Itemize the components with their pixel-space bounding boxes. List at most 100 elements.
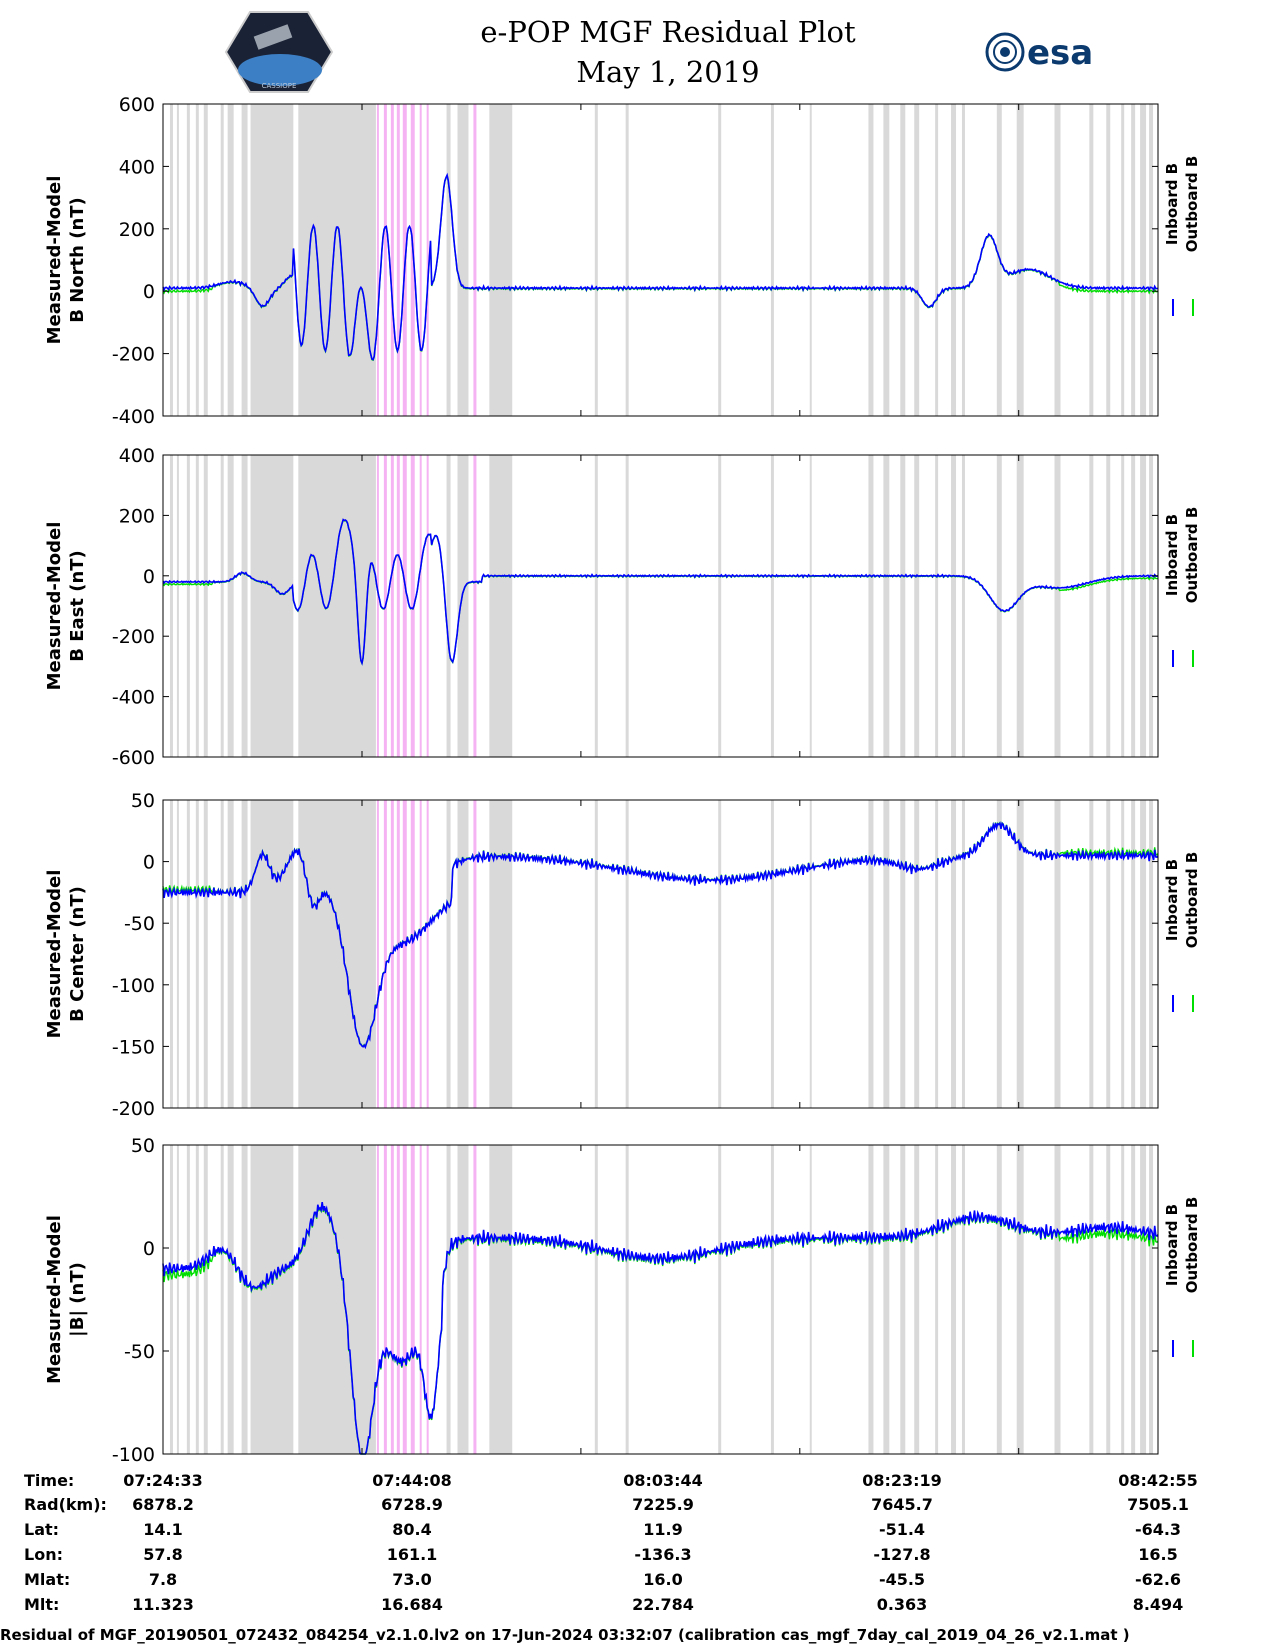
data-gap-band <box>868 800 874 1108</box>
data-gap-band <box>169 104 173 416</box>
event-band <box>410 455 415 757</box>
y-axis-label: B East (nT) <box>67 550 88 662</box>
data-gap-band <box>446 800 451 1108</box>
data-gap-band <box>718 800 722 1108</box>
event-band <box>473 455 477 757</box>
panel-b-center: 50 0 -50 -100 -150 -200 Measured-Model B Center… <box>44 790 1201 1120</box>
data-gap-band <box>900 455 906 757</box>
data-gap-band <box>1140 800 1147 1108</box>
data-gap-band <box>883 455 890 757</box>
data-gap-band <box>1149 455 1154 757</box>
data-gap-band <box>809 104 812 416</box>
y-axis-label: Measured-Model <box>44 1215 65 1384</box>
data-gap-band <box>250 104 294 416</box>
data-gap-band <box>1149 104 1154 416</box>
data-gap-band <box>935 1145 939 1454</box>
data-gap-band <box>227 455 234 757</box>
data-gap-band <box>169 455 173 757</box>
data-gap-band <box>625 1145 629 1454</box>
y-tick-label: -150 <box>112 1036 155 1058</box>
y-tick-label: 0 <box>143 281 155 303</box>
data-gap-band <box>1149 1145 1154 1454</box>
legend-label: Outboard B <box>1183 156 1201 253</box>
data-gap-band <box>951 1145 957 1454</box>
event-band <box>383 104 387 416</box>
y-tick-label: 0 <box>143 566 155 588</box>
data-gap-band <box>298 455 376 757</box>
orbit-value: -62.6 <box>1135 1570 1181 1589</box>
data-gap-band <box>594 1145 598 1454</box>
data-gap-band <box>457 1145 469 1454</box>
y-tick-label: -200 <box>112 1098 155 1120</box>
data-gap-band <box>298 1145 376 1454</box>
data-gap-band <box>176 800 179 1108</box>
data-gap-band <box>809 1145 812 1454</box>
orbit-value: 11.9 <box>643 1520 682 1539</box>
orbit-value: 8.494 <box>1133 1595 1184 1614</box>
event-band <box>419 1145 422 1454</box>
orbit-value: -127.8 <box>873 1545 930 1564</box>
data-gap-band <box>770 455 774 757</box>
legend-label: Outboard B <box>1183 507 1201 604</box>
data-gap-band <box>227 104 234 416</box>
plot-frame <box>162 1144 1159 1455</box>
event-band <box>419 800 422 1108</box>
y-tick-label: 200 <box>119 219 155 241</box>
y-tick-label: -400 <box>112 687 155 709</box>
event-band <box>383 800 387 1108</box>
data-gap-band <box>1121 1145 1125 1454</box>
orbit-value: 57.8 <box>143 1545 182 1564</box>
data-gap-band <box>195 104 199 416</box>
data-gap-band <box>195 800 199 1108</box>
data-gap-band <box>996 455 1002 757</box>
data-gap-band <box>446 104 451 416</box>
event-band <box>383 1145 387 1454</box>
event-band <box>402 800 407 1108</box>
legend-label: Inboard B <box>1163 859 1181 941</box>
data-gap-band <box>809 455 812 757</box>
data-gap-band <box>1016 800 1024 1108</box>
data-gap-band <box>883 1145 890 1454</box>
orbit-row-label: Rad(km): <box>24 1495 107 1514</box>
y-tick-label: -600 <box>112 747 155 769</box>
event-band <box>376 104 379 416</box>
data-gap-band <box>900 1145 906 1454</box>
data-gap-band <box>961 104 965 416</box>
data-gap-band <box>489 104 513 416</box>
legend-label: Inboard B <box>1163 163 1181 245</box>
event-band <box>396 455 400 757</box>
event-band <box>419 455 422 757</box>
event-band <box>426 104 429 416</box>
event-band <box>402 1145 407 1454</box>
data-gap-band <box>1121 800 1125 1108</box>
data-gap-band <box>868 455 874 757</box>
orbit-value: 7225.9 <box>632 1495 694 1514</box>
data-gap-band <box>868 104 874 416</box>
orbit-value: 07:44:08 <box>372 1471 452 1490</box>
data-gap-band <box>298 104 376 416</box>
data-gap-band <box>718 455 722 757</box>
orbit-value: 161.1 <box>387 1545 438 1564</box>
legend: Inboard B Outboard B <box>1163 156 1201 316</box>
panel-b-north: 600 400 200 0 -200 -400 Measured-Model B North … <box>44 94 1201 428</box>
event-band <box>410 800 415 1108</box>
data-gap-band <box>996 800 1002 1108</box>
data-gap-band <box>900 104 906 416</box>
data-gap-band <box>594 104 598 416</box>
y-tick-label: -50 <box>124 1341 155 1363</box>
y-tick-label: 600 <box>119 94 155 116</box>
y-axis-label: |B| (nT) <box>67 1262 88 1337</box>
data-gap-band <box>186 104 190 416</box>
event-band <box>402 455 407 757</box>
orbit-value: 7.8 <box>149 1570 177 1589</box>
event-band <box>473 104 477 416</box>
orbit-value: 7505.1 <box>1127 1495 1189 1514</box>
data-gap-band <box>1121 104 1125 416</box>
data-gap-band <box>951 104 957 416</box>
y-tick-label: 0 <box>143 852 155 874</box>
data-gap-band <box>1131 800 1136 1108</box>
data-gap-band <box>446 1145 451 1454</box>
plot-title: e-POP MGF Residual Plot <box>480 15 856 49</box>
legend: Inboard B Outboard B <box>1163 1197 1201 1357</box>
